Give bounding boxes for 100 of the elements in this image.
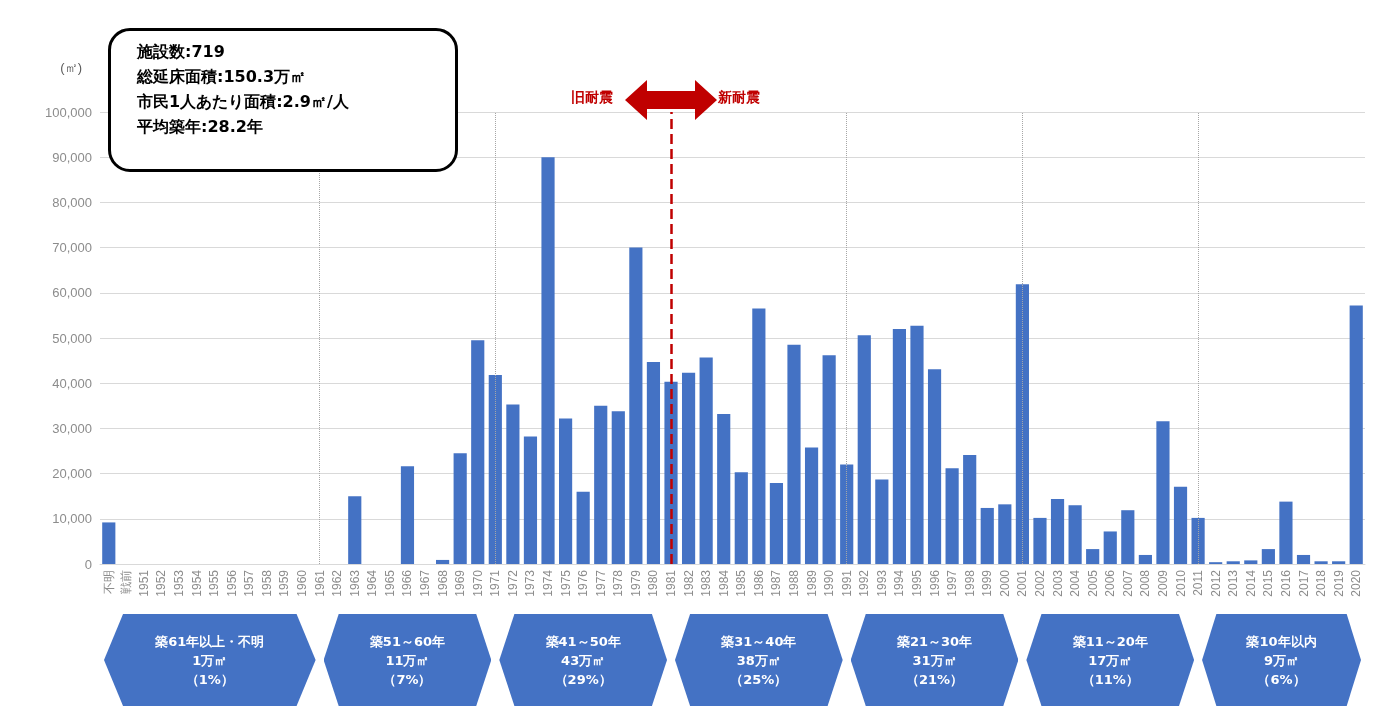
bar [1279,501,1293,564]
bar [1191,517,1205,564]
x-tick-label: 1982 [681,569,696,597]
y-axis-title: (㎡) [60,60,82,75]
bar [488,375,502,564]
y-tick-label: 60,000 [52,285,92,301]
bar [910,325,924,564]
x-tick-label: 1965 [382,569,397,597]
x-tick-label: 2003 [1050,569,1065,597]
annotation: 平均築年:28.2年 [137,116,264,138]
bar [752,308,766,564]
x-tick-label: 1989 [804,569,819,597]
x-tick-label: 2019 [1331,569,1346,597]
x-tick-label: 1981 [664,569,679,597]
x-tick-label: 1966 [400,569,415,597]
y-tick-label: 0 [84,556,92,572]
x-tick-label: 1978 [611,569,626,597]
bar [453,453,467,564]
hexagon-tag: 築61年以上・不明 1万㎡ （1%） [104,614,316,706]
x-tick-label: 2013 [1226,569,1241,597]
x-tick-label: 1980 [646,569,661,597]
bar [681,372,696,564]
bar [787,344,801,564]
x-tick-label: 1968 [435,569,450,597]
x-tick-label: 1976 [576,569,591,597]
bar [927,369,942,564]
y-tick-label: 20,000 [52,466,92,482]
bar [875,479,889,564]
x-tick-label: 1961 [312,569,327,597]
bar [541,157,555,564]
x-tick-label: 1969 [453,569,468,597]
bar [1261,549,1275,564]
x-tick-label: 1986 [751,569,766,597]
x-tick-label: 1977 [593,569,608,597]
x-tick-label: 1974 [541,569,556,597]
bar [1121,510,1135,564]
x-tick-label: 2009 [1155,569,1170,597]
bar [699,357,713,564]
x-tick-label: 2011 [1191,569,1206,596]
x-tick-label: 1967 [418,569,433,597]
bar [769,483,784,564]
hexagon-tag: 築21～30年 31万㎡ （21%） [850,614,1019,706]
bar [400,466,415,564]
x-tick-label: 1988 [786,569,801,597]
y-tick-label: 80,000 [52,194,92,210]
x-tick-label: 1970 [470,569,485,597]
hexagon-tag: 築11～20年 17万㎡ （11%） [1026,614,1195,706]
hexagon-tag: 築51～60年 11万㎡ （7%） [323,614,492,706]
x-tick-label: 1995 [909,569,924,597]
x-tick-label: 2006 [1103,569,1118,597]
x-tick-label: 2005 [1085,569,1100,597]
x-tick-label: 1973 [523,569,538,597]
bar [1244,560,1258,564]
bar [840,464,854,564]
bar [1349,305,1363,564]
x-tick-label: 1953 [172,569,187,597]
bar [1156,421,1170,564]
bar [998,504,1012,564]
x-tick-label: 1983 [699,569,714,597]
x-tick-label: 1996 [927,569,942,597]
x-tick-label: 1990 [822,569,837,597]
x-tick-label: 2014 [1243,569,1258,597]
bar [1226,561,1240,564]
x-tick-label: 1984 [716,569,731,597]
bar [611,411,625,564]
x-tick-label: 1987 [769,569,784,597]
x-tick-label: 1993 [874,569,889,597]
bar [1068,505,1082,564]
x-tick-label: 2004 [1068,569,1083,597]
x-tick-label: 2012 [1208,569,1223,597]
y-tick-label: 40,000 [52,375,92,391]
x-tick-label: 1979 [628,569,643,597]
text: 旧耐震 [570,89,613,107]
y-tick-label: 70,000 [52,240,92,256]
bar [1015,284,1029,564]
bar [1138,554,1152,564]
x-tick-label: 1971 [488,569,503,597]
x-tick-label: 2008 [1138,569,1153,597]
x-tick-label: 1960 [295,569,310,597]
hexagon-tag: 築10年以内 9万㎡ （6%） [1202,614,1361,706]
bar [471,340,485,564]
x-tick-label: 1954 [189,569,204,597]
x-tick-label: 2001 [1015,569,1030,597]
bar [734,472,748,564]
x-tick-label: 1985 [734,569,749,597]
x-tick-label: 2016 [1278,569,1293,597]
bar [892,328,906,564]
text: 新耐震 [718,89,760,107]
y-tick-label: 10,000 [52,511,92,527]
bar [559,418,573,564]
x-tick-label: 1951 [136,569,151,597]
bar [1086,549,1100,564]
bar [1103,531,1117,564]
bar [102,522,116,564]
hexagon-tag: 築41～50年 43万㎡ （29%） [499,614,667,706]
x-tick-label: 2018 [1314,569,1329,597]
bar [980,507,994,564]
x-tick-label: 1955 [207,569,222,597]
y-tick-label: 50,000 [52,330,92,346]
bar [1033,517,1047,564]
